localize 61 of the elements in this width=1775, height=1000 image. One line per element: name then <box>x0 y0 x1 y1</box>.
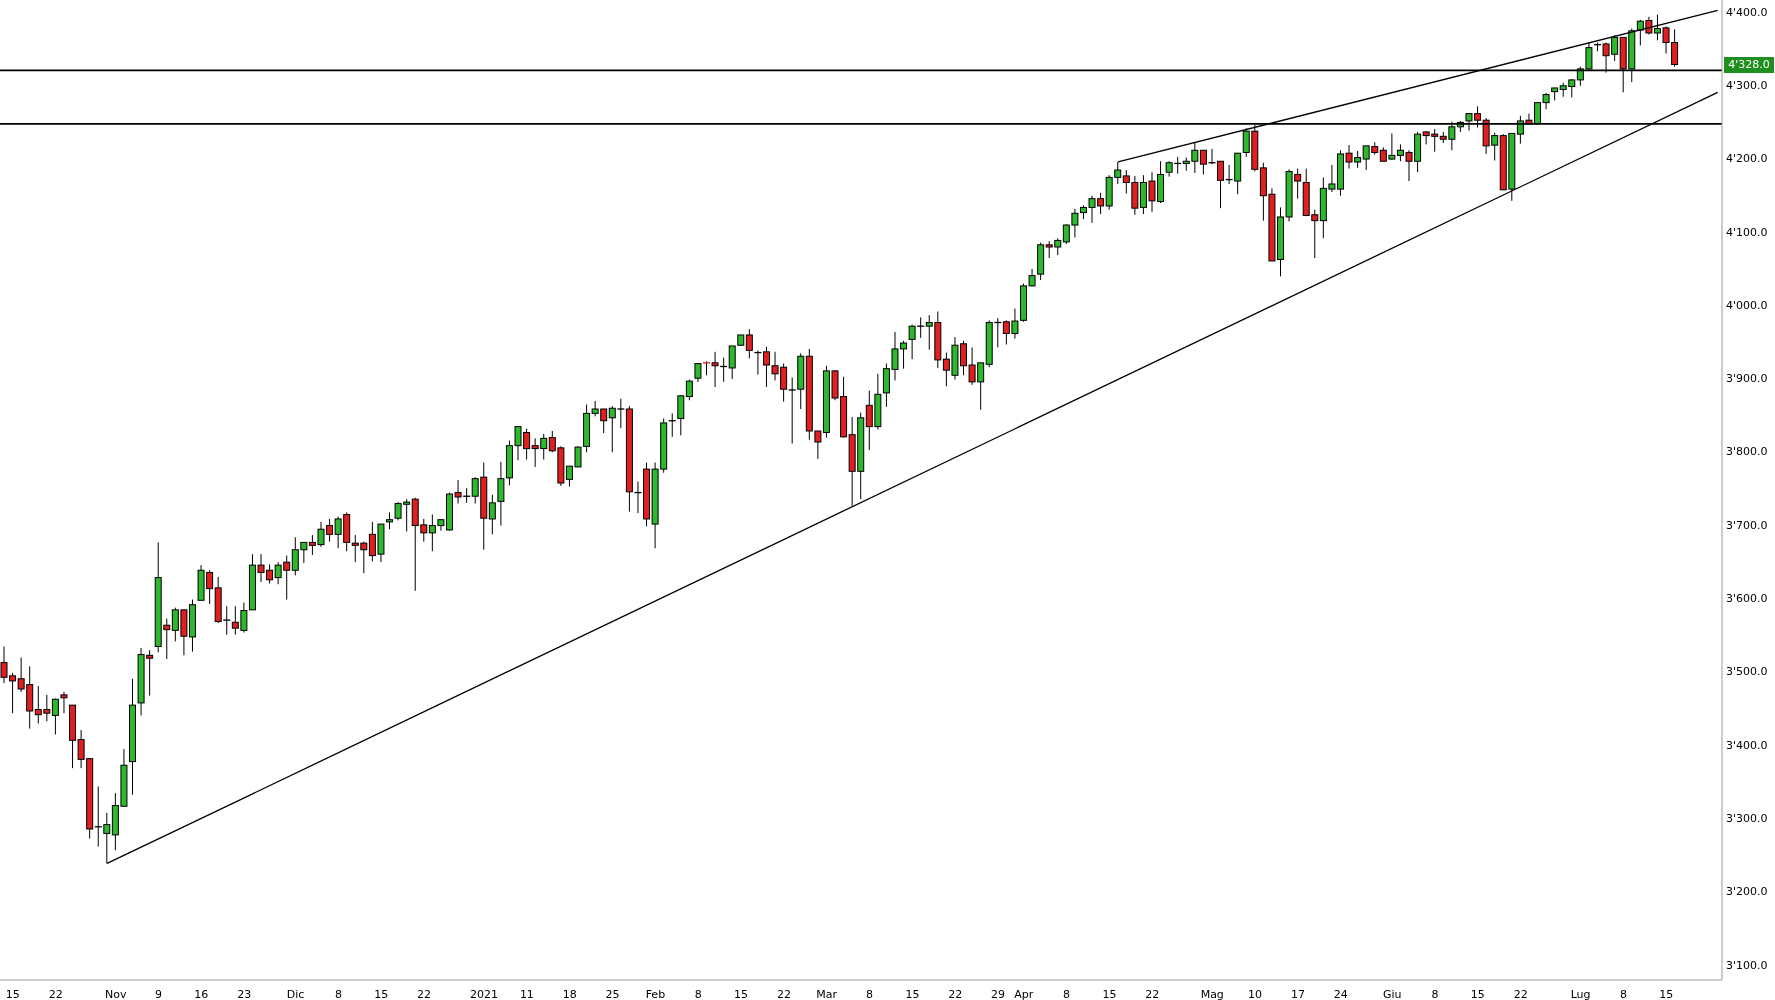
y-tick-label: 4'200.0 <box>1726 152 1768 166</box>
x-tick-label: 15 <box>1659 987 1674 1000</box>
x-tick-label: 16 <box>194 987 209 1000</box>
x-tick-label: 18 <box>562 987 577 1000</box>
x-tick-label: Lug <box>1570 987 1591 1000</box>
x-tick-label: 15 <box>5 987 20 1000</box>
candlestick <box>694 363 702 383</box>
x-tick-label: 8 <box>866 987 874 1000</box>
x-tick-label: 23 <box>237 987 252 1000</box>
x-tick-label: 8 <box>334 987 342 1000</box>
x-tick-label: Feb <box>645 987 666 1000</box>
text: 4'328.0 <box>1724 56 1774 73</box>
y-tick-label: 3'700.0 <box>1726 518 1768 532</box>
x-tick-label: 8 <box>1063 987 1071 1000</box>
x-tick-label: 15 <box>1470 987 1485 1000</box>
x-tick-label: 22 <box>776 987 791 1000</box>
y-tick-label: 3'600.0 <box>1726 592 1768 606</box>
x-tick-label: 17 <box>1290 987 1305 1000</box>
y-tick-label: 3'500.0 <box>1726 665 1768 679</box>
x-tick-label: 22 <box>48 987 63 1000</box>
y-tick-label: 3'200.0 <box>1726 885 1768 899</box>
x-tick-label: Nov <box>104 987 127 1000</box>
candlestick <box>51 698 59 735</box>
x-tick-label: 10 <box>1248 987 1263 1000</box>
candlestick <box>60 691 68 714</box>
x-tick-label: Giu <box>1382 987 1402 1000</box>
x-tick-label: 15 <box>1102 987 1117 1000</box>
x-tick-label: 9 <box>154 987 162 1000</box>
x-tick-label: 22 <box>417 987 432 1000</box>
y-tick-label: 3'100.0 <box>1726 958 1768 972</box>
candlestick <box>685 379 693 401</box>
y-tick-label: 4'000.0 <box>1726 298 1768 312</box>
y-tick-label: 3'800.0 <box>1726 445 1768 459</box>
y-tick-label: 3'400.0 <box>1726 738 1768 752</box>
x-tick-label: 15 <box>374 987 389 1000</box>
x-tick-label: 22 <box>1513 987 1528 1000</box>
x-tick-label: 25 <box>605 987 620 1000</box>
x-tick-label: Apr <box>1014 987 1034 1000</box>
x-tick-label: 29 <box>991 987 1006 1000</box>
y-tick-label: 4'400.0 <box>1726 5 1768 19</box>
y-tick-label: 3'900.0 <box>1726 372 1768 386</box>
x-tick-label: 22 <box>1145 987 1160 1000</box>
candlestick <box>745 328 753 359</box>
x-tick-label: 15 <box>905 987 920 1000</box>
x-tick-label: 15 <box>734 987 749 1000</box>
x-tick-label: Dic <box>286 987 305 1000</box>
x-tick-label: 8 <box>1619 987 1627 1000</box>
y-tick-label: 3'300.0 <box>1726 811 1768 825</box>
candlestick <box>488 494 496 535</box>
x-tick-label: 24 <box>1333 987 1348 1000</box>
x-tick-label: 8 <box>694 987 702 1000</box>
x-tick-label: Mar <box>816 987 838 1000</box>
y-tick-label: 4'100.0 <box>1726 225 1768 239</box>
y-tick-label: 4'300.0 <box>1726 78 1768 92</box>
x-tick-label: 22 <box>948 987 963 1000</box>
x-tick-label: 11 <box>519 987 534 1000</box>
x-tick-label: Mag <box>1200 987 1224 1000</box>
x-tick-label: 2021 <box>470 987 499 1000</box>
candlestick <box>1217 160 1225 209</box>
x-tick-label: 8 <box>1431 987 1439 1000</box>
candlestick <box>677 394 685 436</box>
